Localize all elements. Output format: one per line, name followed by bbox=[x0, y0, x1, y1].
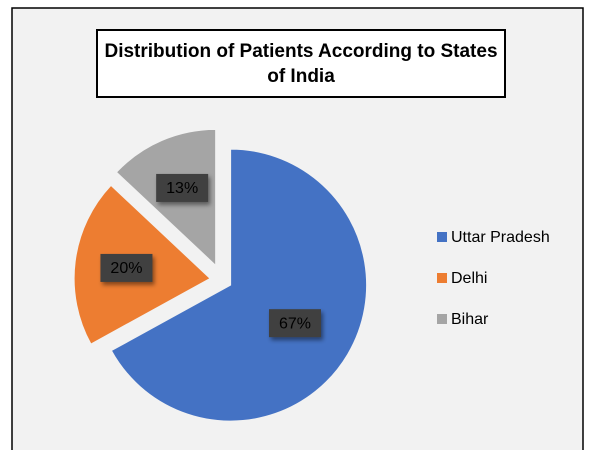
data-label: 13% bbox=[166, 180, 198, 197]
data-label-box bbox=[268, 309, 321, 338]
data-label-box bbox=[100, 253, 153, 282]
title-box bbox=[96, 29, 506, 98]
chart-title: Distribution of Patients According to St… bbox=[104, 40, 498, 87]
legend-swatch bbox=[437, 273, 447, 283]
data-label: 67% bbox=[279, 315, 311, 332]
legend-label: Delhi bbox=[451, 270, 487, 287]
legend-label: Uttar Pradesh bbox=[451, 229, 550, 246]
legend-swatch bbox=[437, 314, 447, 324]
title-wrap: Distribution of Patients According to St… bbox=[104, 40, 498, 87]
data-label-box bbox=[156, 173, 209, 202]
pie-slice bbox=[110, 148, 368, 422]
data-label: 20% bbox=[110, 260, 142, 277]
legend-swatch bbox=[437, 232, 447, 242]
legend-label: Bihar bbox=[451, 311, 489, 328]
